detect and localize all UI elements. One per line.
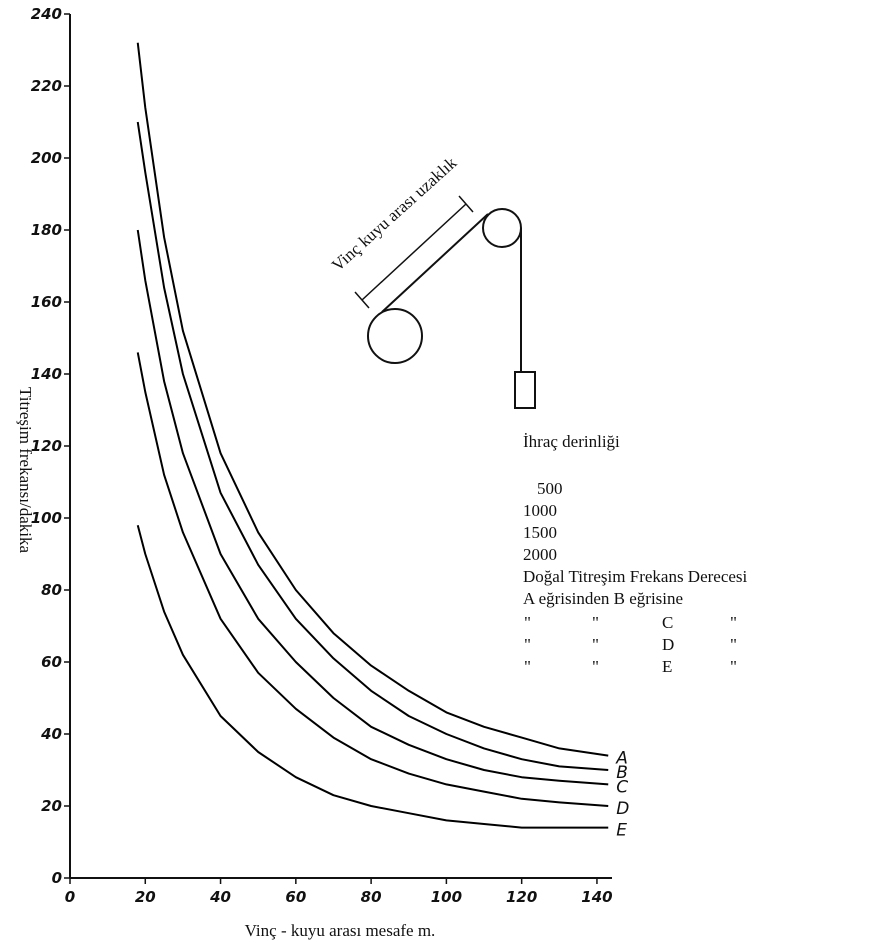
legend-note-cell: " <box>592 613 599 632</box>
legend-note-cell: E <box>662 657 672 676</box>
legend-note: İhraç derinliği <box>523 432 620 451</box>
legend-note-cell: C <box>662 613 673 632</box>
legend-note-cell: " <box>524 635 531 654</box>
pulley <box>482 208 522 248</box>
x-tick-label: 100 <box>431 888 462 906</box>
y-tick-label: 100 <box>31 509 62 527</box>
legend-note: 2000 <box>523 545 557 564</box>
curve-label: D <box>616 799 629 819</box>
curve <box>136 121 609 771</box>
x-tick-label: 120 <box>506 888 537 906</box>
y-tick-label: 20 <box>41 797 62 815</box>
y-tick-label: 40 <box>40 725 62 743</box>
curve <box>136 42 609 757</box>
y-tick-label: 0 <box>52 869 62 887</box>
y-tick-label: 200 <box>31 149 62 167</box>
x-tick-label: 80 <box>361 888 382 906</box>
y-tick-label: 240 <box>31 5 62 23</box>
load <box>514 371 536 409</box>
curve-label: B <box>616 763 628 783</box>
dimension-line <box>361 203 467 301</box>
legend-note: 500 <box>537 479 563 498</box>
y-tick-label: 220 <box>31 77 62 95</box>
legend-note-cell: " <box>592 657 599 676</box>
curve-label: A <box>615 749 628 769</box>
legend-note: 1500 <box>523 523 557 542</box>
legend-note-cell: D <box>662 635 674 654</box>
x-tick-label: 0 <box>65 888 75 906</box>
winch-drum <box>367 308 423 364</box>
legend-note-cell: " <box>524 657 531 676</box>
dimension-tick <box>458 195 474 213</box>
y-tick-label: 120 <box>31 437 62 455</box>
y-tick-label: 180 <box>31 221 62 239</box>
legend-note: 1000 <box>523 501 557 520</box>
y-axis-label: Titreşim frekansı/dakika <box>16 387 35 553</box>
x-tick-label: 140 <box>581 888 612 906</box>
legend-note: A eğrisinden B eğrisine <box>523 589 683 608</box>
x-tick-label: 60 <box>285 888 306 906</box>
cable <box>381 213 489 313</box>
legend-note-cell: " <box>730 613 737 632</box>
x-tick-label: 20 <box>135 888 156 906</box>
legend-note-cell: " <box>730 635 737 654</box>
x-axis-label: Vinç - kuyu arası mesafe m. <box>245 921 436 940</box>
curve-label: E <box>616 821 627 841</box>
y-tick-label: 140 <box>31 365 62 383</box>
y-tick-label: 60 <box>41 653 62 671</box>
curve <box>136 229 609 786</box>
legend-note-cell: " <box>730 657 737 676</box>
dimension-tick <box>354 291 370 309</box>
curve <box>136 524 609 829</box>
y-tick-label: 80 <box>41 581 62 599</box>
legend-note: Doğal Titreşim Frekans Derecesi <box>523 567 748 586</box>
curve-label: C <box>616 777 628 797</box>
legend-note-cell: " <box>592 635 599 654</box>
curve <box>136 352 609 807</box>
x-tick-label: 40 <box>209 888 231 906</box>
winch-diagram <box>354 195 536 409</box>
legend-note-cell: " <box>524 613 531 632</box>
y-tick-label: 160 <box>31 293 62 311</box>
